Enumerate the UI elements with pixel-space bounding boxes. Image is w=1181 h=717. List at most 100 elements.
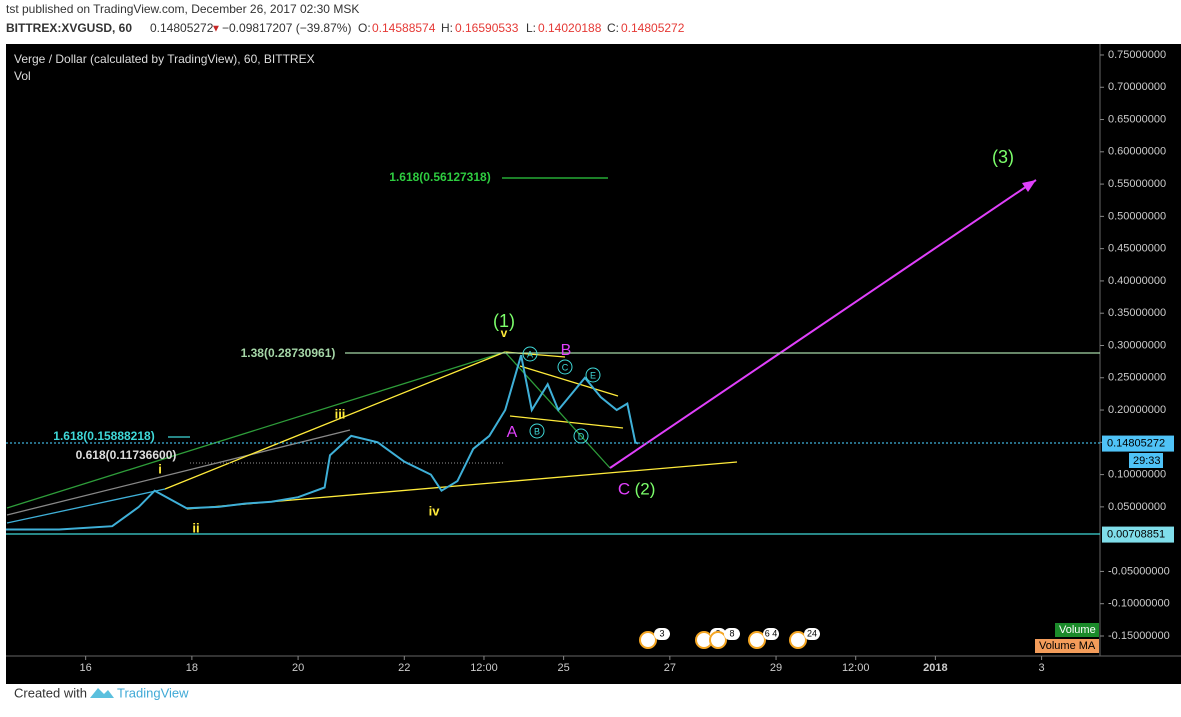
event-icon[interactable]: [789, 631, 807, 649]
h: 0.16590533: [455, 21, 519, 35]
y-tick-label: 0.70000000: [1108, 81, 1166, 93]
annotation: 1.618(0.15888218): [53, 429, 154, 443]
tv-logo: [90, 688, 114, 698]
o-label: O:: [358, 21, 371, 35]
wave-label: B: [534, 426, 540, 436]
x-tick-label: 12:00: [470, 662, 498, 674]
y-tick-label: 0.40000000: [1108, 275, 1166, 287]
event-badge[interactable]: [654, 628, 670, 640]
event-icon[interactable]: [748, 631, 766, 649]
x-tick-label: 3: [1039, 662, 1045, 674]
annotation: iv: [429, 503, 441, 518]
x-tick-label: 12:00: [842, 662, 870, 674]
wave-circle: [522, 346, 538, 362]
annotation: B: [561, 342, 572, 359]
legend-ma-bg[interactable]: [1035, 639, 1099, 653]
x-tick-label: 2018: [923, 662, 947, 674]
l: 0.14020188: [538, 21, 602, 35]
price-tag-label: 0.00708851: [1107, 528, 1165, 540]
symbol-row: BITTREX:XVGUSD, 60: [6, 21, 132, 35]
trend-line: [6, 429, 351, 516]
y-tick-label: 0.65000000: [1108, 113, 1166, 125]
trend-line: [164, 351, 506, 490]
change: −0.09817207 (−39.87%): [222, 21, 351, 35]
down-arrow: ▼: [211, 24, 221, 35]
h-label: H:: [441, 21, 453, 35]
wave-label: D: [578, 431, 585, 441]
y-tick-label: 0.10000000: [1108, 469, 1166, 481]
annotation: iii: [335, 406, 346, 421]
symbol: BITTREX:XVGUSD, 60: [6, 21, 132, 35]
annotation: (1): [493, 311, 515, 331]
trend-line: [6, 351, 506, 509]
y-tick-label: 0.35000000: [1108, 307, 1166, 319]
annotation: 1.618(0.56127318): [389, 170, 490, 184]
footer-created: Created with: [14, 685, 87, 700]
x-tick-label: 22: [398, 662, 410, 674]
last: 0.14805272: [150, 21, 214, 35]
projection: [609, 179, 1037, 469]
event-icon[interactable]: [709, 631, 727, 649]
l-label: L:: [526, 21, 536, 35]
event-badge[interactable]: [724, 628, 740, 640]
chart-title: Verge / Dollar (calculated by TradingVie…: [14, 52, 315, 66]
wave-circle: [573, 428, 589, 444]
event-count[interactable]: 3: [659, 628, 664, 638]
annotation: A: [507, 424, 518, 441]
y-tick-label: 0.60000000: [1108, 146, 1166, 158]
x-tick-label: 20: [292, 662, 304, 674]
event-count[interactable]: 24: [807, 628, 817, 638]
y-tick-label: 0.25000000: [1108, 372, 1166, 384]
trend-line: [509, 415, 624, 429]
annotation: ii: [192, 520, 199, 535]
x-tick-label: 16: [80, 662, 92, 674]
y-tick-label: 0.50000000: [1108, 210, 1166, 222]
event-icon[interactable]: [639, 631, 657, 649]
legend-volume[interactable]: Volume: [1059, 624, 1096, 636]
event-count[interactable]: 8: [729, 628, 734, 638]
wave-circle: [557, 359, 573, 375]
x-tick-label: 25: [557, 662, 569, 674]
countdown-bg: [1129, 453, 1163, 468]
trend-line: [6, 488, 166, 524]
event-badge[interactable]: [763, 628, 779, 640]
o: 0.14588574: [372, 21, 436, 35]
wave-circle: [585, 367, 601, 383]
wave-label: E: [590, 370, 596, 380]
y-tick-label: 0.05000000: [1108, 501, 1166, 513]
chart-bg: [6, 44, 1181, 684]
publisher: tst published on TradingView.com, Decemb…: [6, 2, 359, 16]
price-line: [6, 354, 639, 531]
y-tick-label: 0.75000000: [1108, 49, 1166, 61]
annotation: (2): [635, 479, 656, 498]
price-tag-label: 0.14805272: [1107, 437, 1165, 449]
event-count[interactable]: 6 4: [765, 628, 778, 638]
legend-ma[interactable]: Volume MA: [1039, 640, 1096, 652]
chart-subtitle: Vol: [14, 69, 31, 83]
event-badge[interactable]: [804, 628, 820, 640]
footer-brand[interactable]: TradingView: [117, 685, 189, 700]
trend-line: [519, 365, 619, 397]
y-tick-label: -0.10000000: [1108, 598, 1170, 610]
y-tick-label: 0.20000000: [1108, 404, 1166, 416]
y-tick-label: -0.05000000: [1108, 565, 1170, 577]
x-tick-label: 18: [186, 662, 198, 674]
annotation: v: [501, 326, 508, 340]
legend-volume-bg[interactable]: [1055, 623, 1099, 637]
annotation: 1.38(0.28730961): [241, 346, 336, 360]
annotation: i: [158, 461, 162, 476]
wave-circle: [529, 423, 545, 439]
countdown: 29:33: [1133, 455, 1161, 467]
x-tick-label: 27: [664, 662, 676, 674]
y-tick-label: 0.45000000: [1108, 243, 1166, 255]
c: 0.14805272: [621, 21, 685, 35]
c-label: C:: [607, 21, 619, 35]
annotation: 0.618(0.11736600): [76, 448, 177, 462]
annotation: (3): [992, 147, 1014, 167]
price-tag: [1102, 526, 1174, 543]
annotation: C: [618, 479, 630, 498]
x-tick-label: 29: [770, 662, 782, 674]
arrow-head: [1022, 180, 1036, 192]
y-tick-label: 0.30000000: [1108, 339, 1166, 351]
